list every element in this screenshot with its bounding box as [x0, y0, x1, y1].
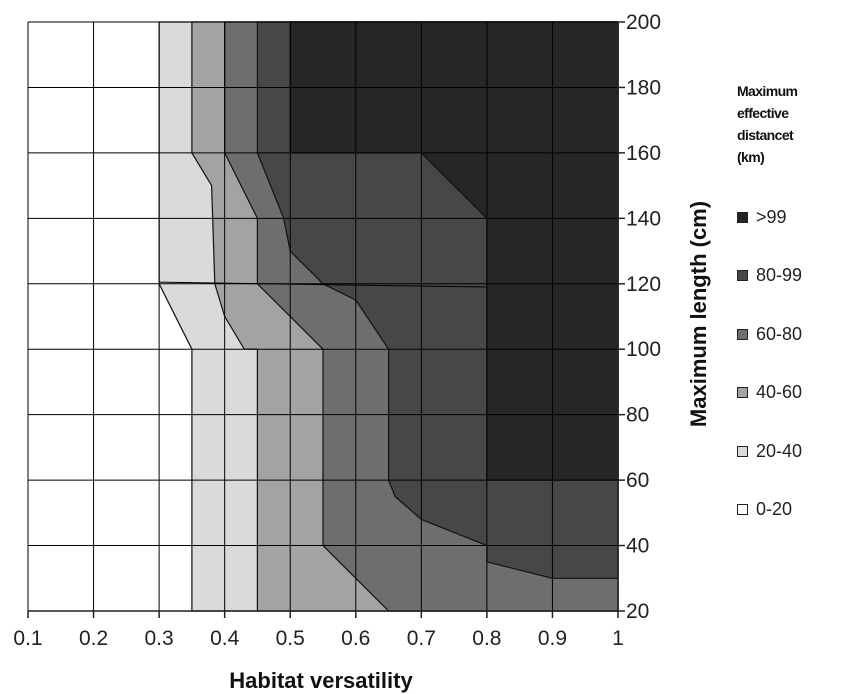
legend-swatch [737, 504, 748, 516]
y-axis-label: Maximum length (cm) [686, 201, 711, 427]
legend-item: 60-80 [737, 305, 851, 364]
y-tick-label: 180 [626, 76, 661, 99]
contour-bands [28, 21, 619, 612]
legend-swatch [737, 270, 748, 282]
tick-labels: 0.1 0.2 0.3 0.4 0.5 0.6 0.7 0.8 0.9 120 40 60 80 100 1… [13, 11, 661, 650]
legend-label: 80-99 [756, 265, 803, 286]
legend-title-line: distancet [737, 127, 794, 143]
x-tick-label: 0.6 [341, 627, 370, 650]
legend-title: Maximum effective distancet (km) [737, 80, 851, 168]
x-tick-label: 0.4 [210, 627, 240, 650]
y-tick-label: 120 [626, 273, 661, 296]
y-tick-label: 160 [626, 142, 661, 165]
legend-title-line: effective [737, 105, 789, 121]
x-tick-label: 0.8 [472, 627, 501, 650]
x-tick-label: 0.3 [145, 627, 174, 650]
y-tick-label: 80 [626, 404, 649, 427]
x-tick-label: 1 [612, 627, 624, 650]
legend: Maximum effective distancet (km) >99 80-… [737, 80, 851, 539]
y-tick-label: 20 [626, 600, 649, 623]
x-tick-label: 0.5 [276, 627, 305, 650]
legend-item: 20-40 [737, 422, 851, 481]
legend-label: 40-60 [756, 382, 803, 403]
legend-swatch [737, 211, 748, 223]
legend-title-line: (km) [737, 149, 765, 165]
legend-item: 40-60 [737, 364, 851, 423]
legend-swatch [737, 328, 748, 340]
x-tick-label: 0.1 [13, 627, 42, 650]
legend-title-line: Maximum [737, 83, 798, 99]
legend-item: 80-99 [737, 247, 851, 306]
y-tick-label: 60 [626, 469, 649, 492]
x-tick-label: 0.7 [407, 627, 436, 650]
x-axis-label: Habitat versatility [229, 668, 413, 693]
y-tick-label: 140 [626, 207, 661, 230]
legend-swatch [737, 445, 748, 457]
y-tick-label: 200 [626, 11, 661, 34]
legend-item: >99 [737, 188, 851, 247]
legend-label: 0-20 [756, 499, 793, 520]
axes [27, 21, 625, 618]
x-tick-label: 0.9 [538, 627, 567, 650]
legend-items: >99 80-99 60-80 40-60 20-40 0-20 [737, 188, 851, 539]
legend-label: 20-40 [756, 440, 803, 461]
x-tick-label: 0.2 [79, 627, 108, 650]
legend-swatch [737, 387, 748, 399]
legend-label: >99 [756, 206, 787, 227]
grid-line-extra [159, 281, 487, 288]
y-tick-label: 100 [626, 338, 661, 361]
legend-label: 60-80 [756, 323, 803, 344]
legend-item: 0-20 [737, 481, 851, 540]
y-tick-label: 40 [626, 535, 649, 558]
